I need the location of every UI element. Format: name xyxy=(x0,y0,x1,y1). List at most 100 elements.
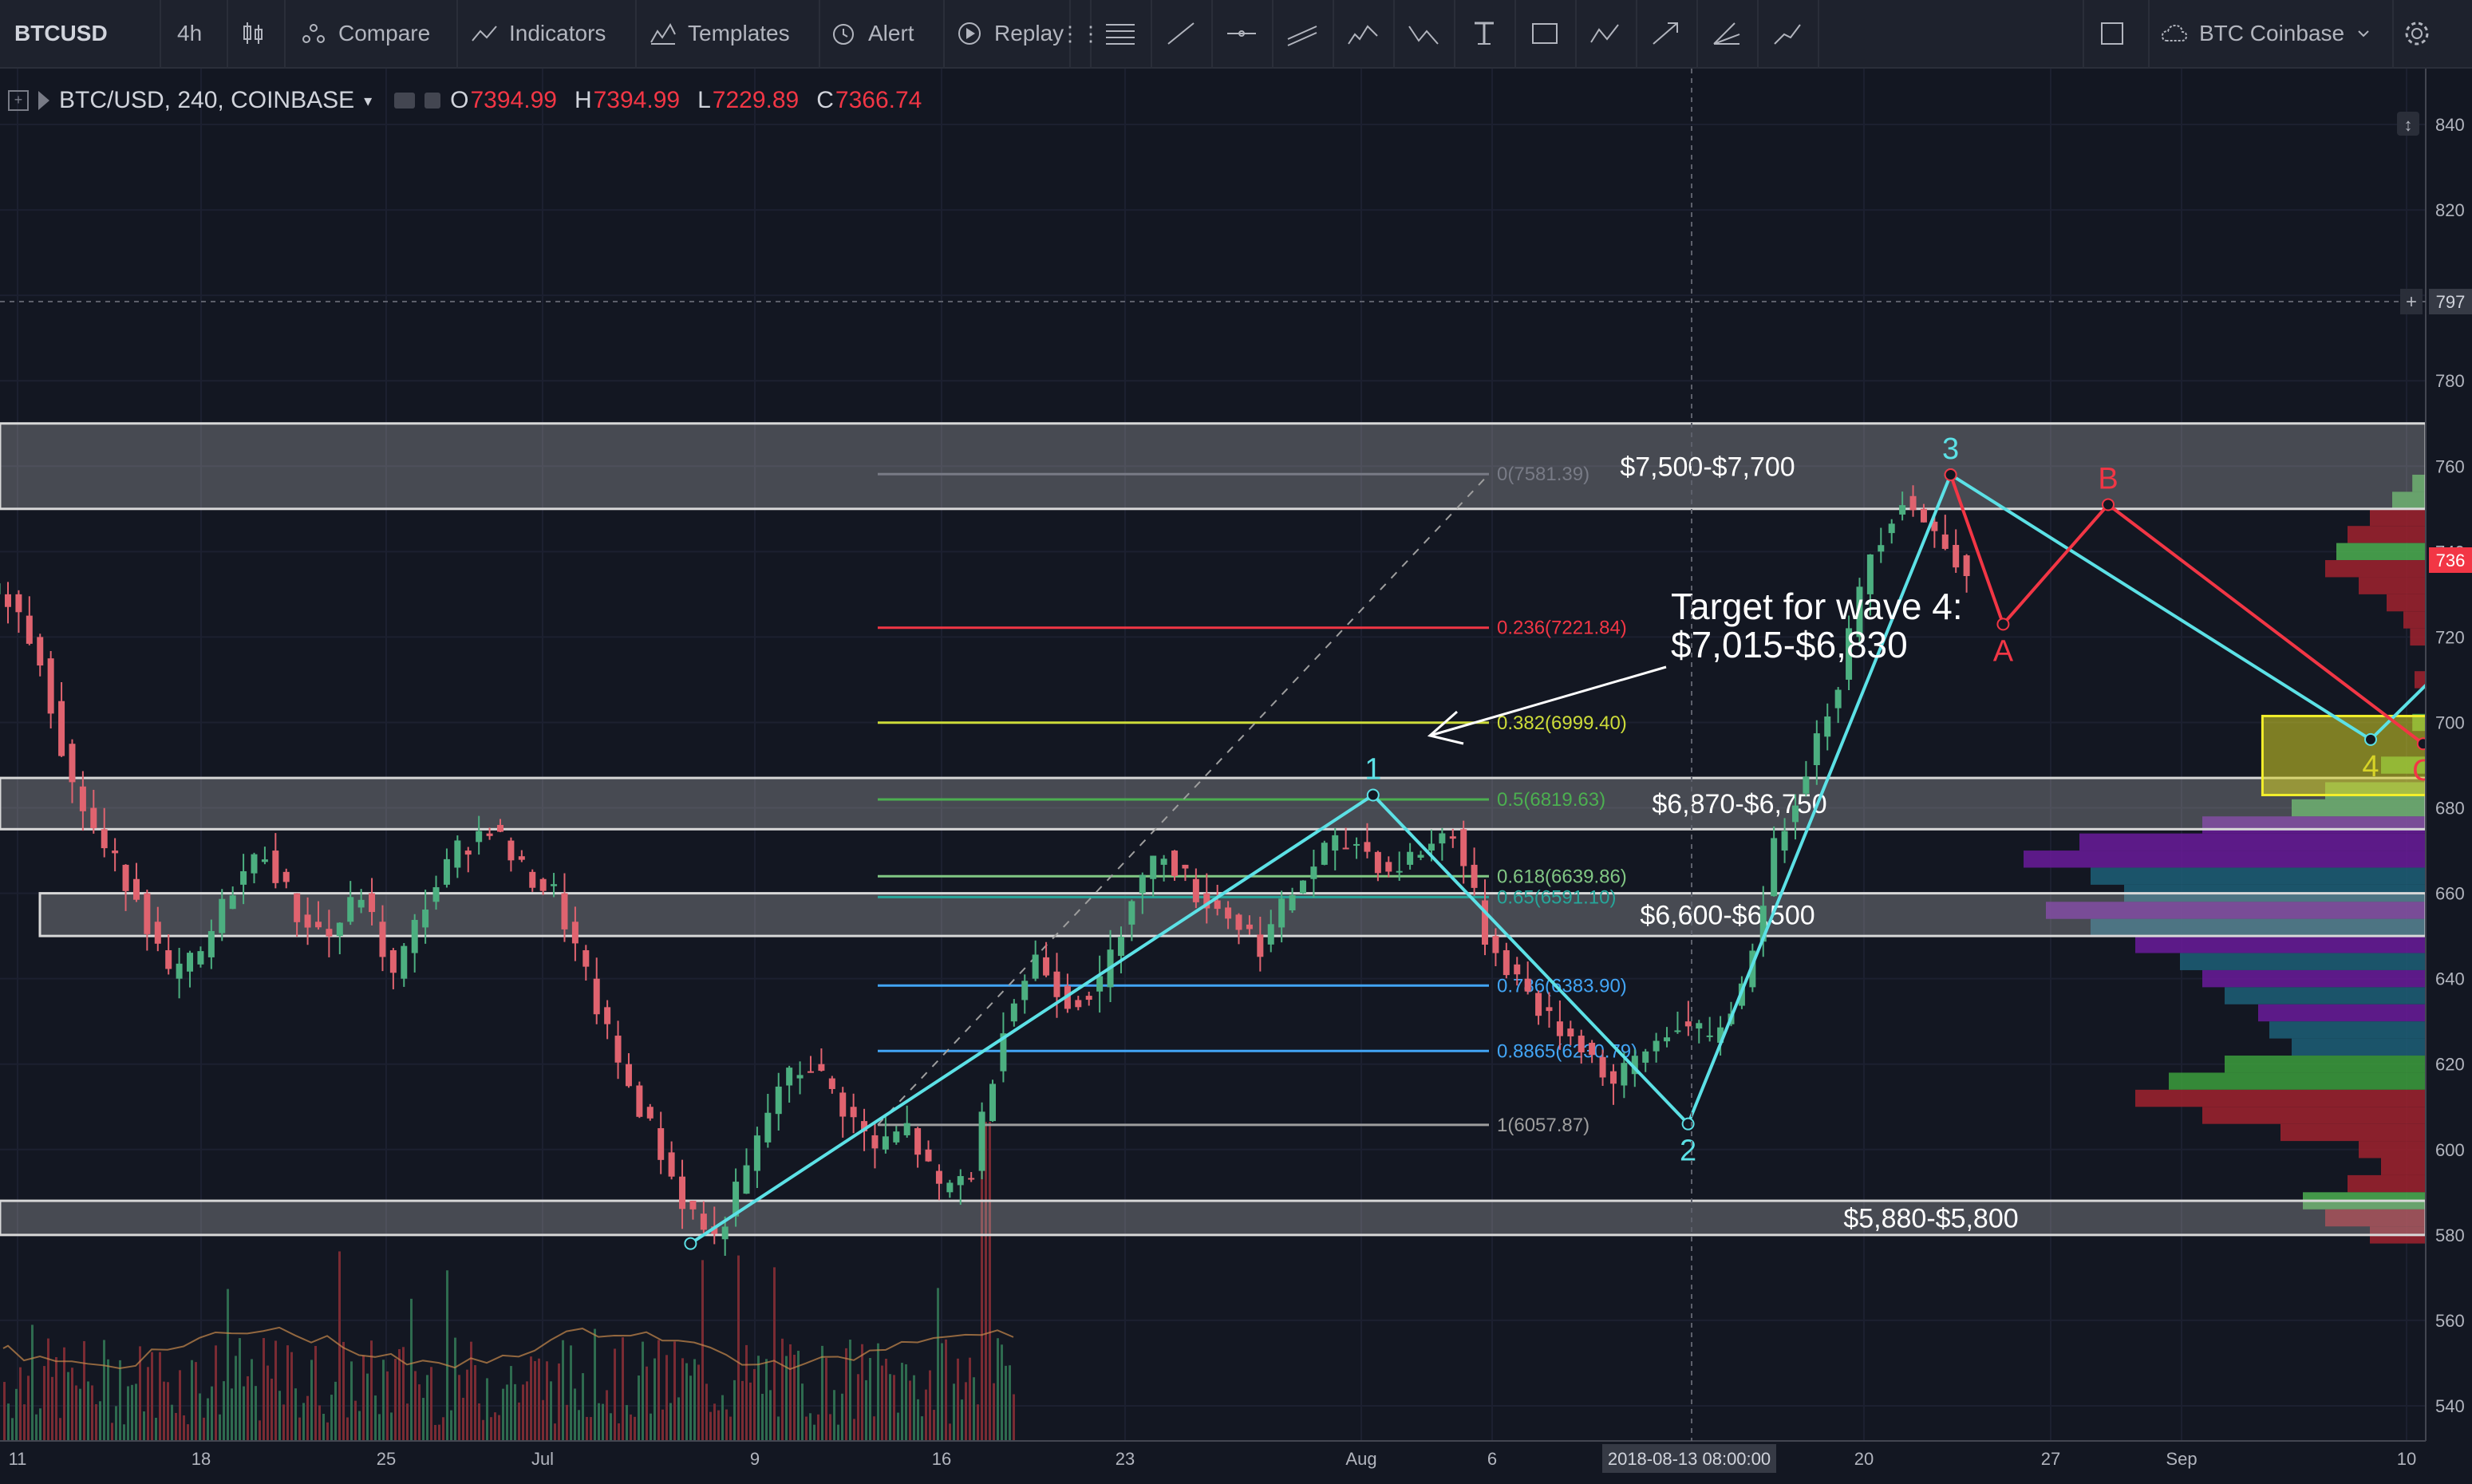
candle-body xyxy=(1214,900,1221,910)
candle-body xyxy=(422,910,429,928)
time-tick-label: 18 xyxy=(192,1449,211,1469)
chart-style-button[interactable] xyxy=(239,0,267,67)
candle-body xyxy=(1225,907,1232,919)
volume-bar xyxy=(630,1414,632,1441)
alert-button[interactable]: Alert xyxy=(830,0,914,67)
volume-bar xyxy=(330,1395,333,1441)
collapse-icon[interactable]: + xyxy=(8,90,29,111)
candle-body xyxy=(47,658,54,714)
path-tool[interactable] xyxy=(1757,0,1819,67)
candle-body xyxy=(679,1176,686,1210)
volume-bar xyxy=(661,1409,664,1441)
indicators-button[interactable]: Indicators xyxy=(471,0,606,67)
price-tick-label: 820 xyxy=(2435,200,2465,220)
volume-bar xyxy=(813,1424,815,1441)
time-axis[interactable] xyxy=(0,1441,2472,1484)
volume-profile-bar xyxy=(2415,671,2426,689)
volume-bar xyxy=(95,1403,97,1441)
volume-bar xyxy=(578,1410,580,1441)
abc-point[interactable] xyxy=(1996,618,2010,631)
candle-body xyxy=(1846,628,1853,680)
volume-bar xyxy=(781,1338,784,1441)
candle-body xyxy=(1117,937,1124,957)
volume-bar xyxy=(382,1360,385,1441)
arrow-tool[interactable] xyxy=(1636,0,1698,67)
volume-bar xyxy=(199,1393,201,1441)
wave-point[interactable] xyxy=(1681,1117,1695,1131)
rectangle-tool[interactable] xyxy=(1514,0,1577,67)
volume-ma-line xyxy=(2,1326,1014,1371)
candle-body xyxy=(1749,950,1756,988)
volume-bar xyxy=(917,1399,919,1441)
volume-bar xyxy=(741,1380,744,1441)
candle-body xyxy=(314,922,322,928)
volume-bar xyxy=(965,1382,967,1441)
candle-body xyxy=(807,1071,814,1073)
volume-bar xyxy=(322,1414,325,1441)
candle-body xyxy=(0,583,1,594)
volume-bar xyxy=(370,1340,373,1441)
candle-body xyxy=(796,1075,804,1079)
candle-body xyxy=(946,1182,954,1193)
volume-bar xyxy=(845,1348,847,1441)
path-icon xyxy=(1774,24,1801,45)
templates-button[interactable]: Templates xyxy=(650,0,790,67)
interval-button[interactable]: 4h xyxy=(177,0,202,67)
eye-icon[interactable] xyxy=(394,93,416,109)
abcd-pattern-tool[interactable] xyxy=(1575,0,1637,67)
fib-level-label: 0.618(6639.86) xyxy=(1497,866,1627,887)
abc-point[interactable] xyxy=(1944,468,1957,481)
replay-label: Replay xyxy=(994,21,1064,45)
wave-point[interactable] xyxy=(684,1237,697,1250)
candle-body xyxy=(294,893,301,922)
legend-title[interactable]: BTC/USD, 240, COINBASE xyxy=(59,87,355,113)
crosshair-add-icon[interactable]: + xyxy=(2400,289,2423,314)
exchange-button[interactable]: BTC Coinbase xyxy=(2161,0,2371,67)
candle-body xyxy=(176,963,183,979)
wave-point[interactable] xyxy=(2364,732,2377,746)
settings-button[interactable] xyxy=(2403,0,2431,67)
volume-bar xyxy=(761,1393,764,1441)
chevron-down-icon[interactable]: ▾ xyxy=(364,92,373,110)
text-tool[interactable] xyxy=(1454,0,1516,67)
candle-body xyxy=(261,859,268,862)
flag-icon[interactable] xyxy=(38,91,49,110)
drag-handle[interactable]: ⋮⋮ xyxy=(1060,0,1101,67)
wave-point[interactable] xyxy=(1366,788,1380,802)
abc-point[interactable] xyxy=(2102,498,2115,511)
volume-bar xyxy=(801,1383,804,1441)
interval-label: 4h xyxy=(177,21,203,45)
compare-button[interactable]: Compare xyxy=(300,0,430,67)
candle-body xyxy=(1460,829,1467,866)
symbol-search-button[interactable]: BTCUSD xyxy=(14,0,108,67)
volume-bar xyxy=(769,1390,772,1441)
horizontal-line-tool[interactable] xyxy=(1211,0,1274,67)
candle-body xyxy=(711,1226,718,1234)
time-tick-label: Jul xyxy=(531,1449,554,1469)
candle-body xyxy=(903,1123,910,1135)
volume-bar xyxy=(534,1360,536,1441)
parallel-channel-tool[interactable] xyxy=(1272,0,1334,67)
candle-body xyxy=(850,1107,857,1118)
volume-bar xyxy=(685,1363,688,1441)
scroll-lock-icon[interactable]: ↕ xyxy=(2397,112,2419,136)
trend-line-tool[interactable] xyxy=(1151,0,1213,67)
volume-bar xyxy=(933,1410,935,1441)
fib-fan-tool[interactable] xyxy=(1696,0,1759,67)
volume-bar xyxy=(67,1372,69,1441)
candle-body xyxy=(1684,1021,1692,1027)
candle-body xyxy=(1096,976,1104,992)
volume-bar xyxy=(350,1361,353,1441)
volume-bar xyxy=(235,1356,237,1441)
replay-button[interactable]: Replay xyxy=(956,0,1064,67)
volume-bar xyxy=(622,1337,624,1441)
fullscreen-button[interactable] xyxy=(2099,0,2126,67)
volume-bar xyxy=(773,1267,776,1441)
horizontal-lines-tool[interactable] xyxy=(1090,0,1152,67)
elliott-correction-tool[interactable] xyxy=(1393,0,1455,67)
settings-small-icon[interactable] xyxy=(425,93,441,109)
volume-profile-bar xyxy=(2410,628,2426,646)
elliott-impulse-tool[interactable] xyxy=(1333,0,1395,67)
volume-bar xyxy=(494,1412,496,1441)
